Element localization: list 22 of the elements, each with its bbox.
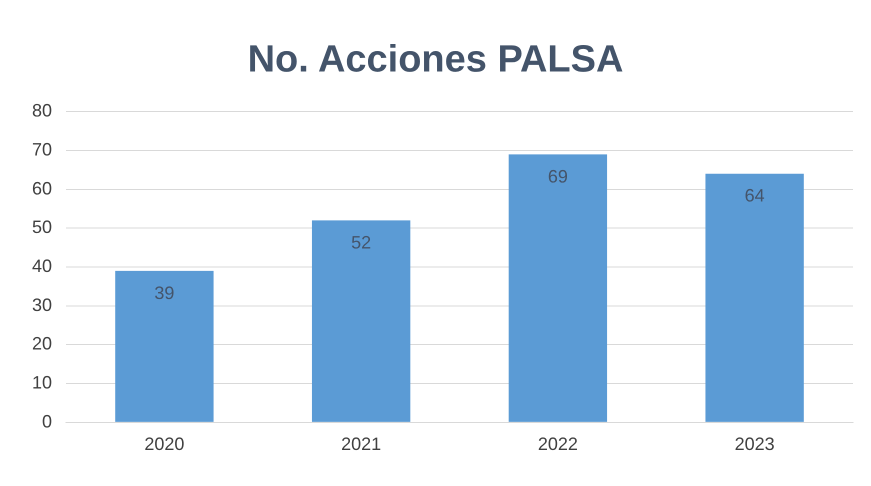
bar (705, 174, 804, 422)
y-tick-label: 40 (32, 256, 52, 276)
x-tick-label: 2022 (538, 434, 578, 454)
bar (508, 154, 608, 422)
y-tick-label: 80 (32, 100, 52, 121)
bar (115, 270, 214, 422)
y-tick-label: 0 (42, 411, 52, 432)
y-tick-label: 70 (32, 139, 52, 160)
y-tick-label: 60 (32, 178, 52, 198)
data-label: 64 (744, 186, 765, 206)
x-tick-label: 2020 (144, 434, 184, 454)
y-tick-label: 50 (32, 217, 52, 238)
data-label: 52 (351, 232, 372, 252)
bar (312, 220, 410, 422)
y-tick-label: 30 (32, 294, 52, 315)
x-tick-label: 2023 (734, 434, 775, 454)
data-label: 69 (548, 166, 568, 186)
y-tick-label: 20 (32, 334, 52, 354)
data-label: 39 (154, 282, 174, 303)
chart-title: No. Acciones PALSA (248, 38, 624, 80)
x-tick-label: 2021 (341, 434, 382, 454)
y-tick-label: 10 (32, 372, 52, 393)
